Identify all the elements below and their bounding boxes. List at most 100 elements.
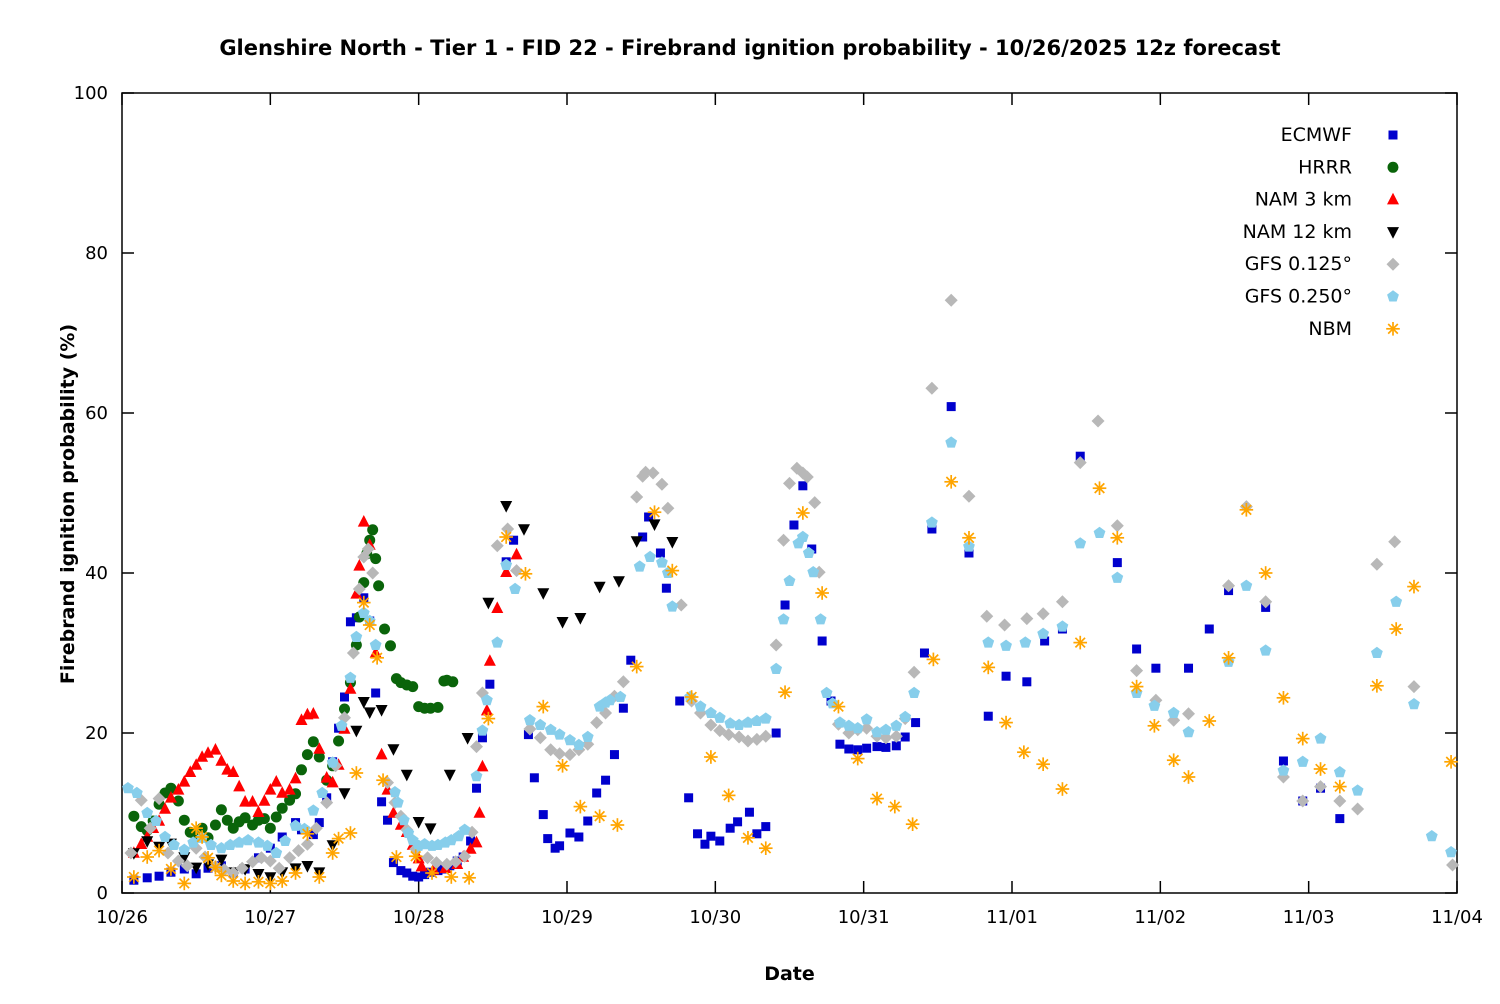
data-point xyxy=(629,659,644,674)
data-point xyxy=(742,716,754,728)
data-point xyxy=(899,710,912,723)
data-point xyxy=(684,793,694,803)
data-point xyxy=(279,834,292,847)
data-point xyxy=(1184,663,1194,673)
data-point xyxy=(500,565,513,577)
data-point xyxy=(853,745,863,755)
data-point xyxy=(808,496,822,510)
data-point xyxy=(715,836,725,846)
data-point xyxy=(759,729,773,743)
data-point xyxy=(509,535,519,545)
data-point xyxy=(944,475,958,489)
data-point xyxy=(1239,503,1254,517)
data-point xyxy=(159,802,172,814)
data-point xyxy=(802,546,815,559)
data-point xyxy=(684,690,699,704)
data-point xyxy=(312,870,327,884)
data-point xyxy=(154,871,164,881)
data-point xyxy=(1296,755,1309,767)
data-point xyxy=(1182,707,1196,721)
data-point xyxy=(458,823,471,835)
data-point xyxy=(325,846,340,860)
data-point xyxy=(614,690,627,703)
data-point xyxy=(1091,414,1105,428)
data-point xyxy=(300,827,315,841)
data-point xyxy=(1407,680,1421,694)
data-point xyxy=(449,855,463,869)
data-point xyxy=(357,515,370,527)
data-point xyxy=(733,817,743,827)
data-point xyxy=(817,636,827,646)
data-point xyxy=(127,870,141,884)
data-point xyxy=(490,539,504,553)
data-point xyxy=(666,537,679,549)
data-point xyxy=(314,818,324,828)
data-point xyxy=(1036,757,1050,771)
data-point xyxy=(807,566,820,578)
data-point xyxy=(367,524,379,536)
data-point xyxy=(1055,595,1069,609)
data-point xyxy=(387,744,400,756)
data-point xyxy=(135,837,148,849)
data-point xyxy=(307,707,320,719)
data-point xyxy=(890,719,903,731)
data-point xyxy=(189,821,203,835)
data-point xyxy=(177,876,192,891)
data-point xyxy=(226,874,241,888)
data-point xyxy=(1001,671,1011,681)
data-point xyxy=(523,722,537,736)
data-point xyxy=(780,600,790,610)
data-point xyxy=(900,732,910,742)
data-point xyxy=(1388,535,1402,549)
data-point xyxy=(316,786,329,799)
data-point xyxy=(1040,636,1050,646)
data-point xyxy=(473,806,486,818)
data-point xyxy=(388,858,398,868)
data-point xyxy=(140,850,155,864)
data-point xyxy=(1370,679,1384,693)
data-point xyxy=(178,775,191,787)
data-point xyxy=(1277,764,1290,776)
x-axis-label: Date xyxy=(764,963,815,985)
data-point xyxy=(195,830,209,844)
data-point xyxy=(482,597,495,610)
data-point xyxy=(946,402,956,412)
data-point xyxy=(1221,651,1236,665)
data-point xyxy=(665,563,680,578)
data-point xyxy=(655,548,665,558)
data-point xyxy=(1182,726,1195,738)
data-point xyxy=(1181,770,1196,784)
y-tick-label: 0 xyxy=(97,883,108,904)
data-point xyxy=(371,688,381,698)
chart-title: Glenshire North - Tier 1 - FID 22 - Fire… xyxy=(219,36,1281,60)
data-point xyxy=(759,712,772,724)
data-point xyxy=(842,719,855,731)
data-point xyxy=(476,724,489,736)
data-point xyxy=(927,524,937,534)
data-point xyxy=(815,586,829,600)
data-point xyxy=(429,856,443,870)
data-point xyxy=(375,705,388,717)
data-point xyxy=(911,718,921,728)
y-tick-label: 100 xyxy=(74,83,108,104)
data-point xyxy=(1000,639,1012,651)
data-point xyxy=(633,560,646,572)
data-point xyxy=(477,733,487,743)
data-point xyxy=(458,849,472,863)
data-point xyxy=(209,819,221,831)
data-point xyxy=(981,660,996,675)
data-point xyxy=(1371,646,1383,659)
data-point xyxy=(1204,624,1214,634)
data-point xyxy=(361,542,375,556)
data-point xyxy=(796,530,809,543)
data-point xyxy=(574,613,587,625)
data-point xyxy=(724,717,737,729)
data-point xyxy=(881,742,891,752)
data-point xyxy=(400,769,413,782)
data-point xyxy=(425,866,439,880)
data-point xyxy=(862,743,872,753)
data-point xyxy=(831,699,846,714)
data-point xyxy=(335,719,348,731)
data-point xyxy=(523,730,533,740)
data-point xyxy=(524,714,536,726)
